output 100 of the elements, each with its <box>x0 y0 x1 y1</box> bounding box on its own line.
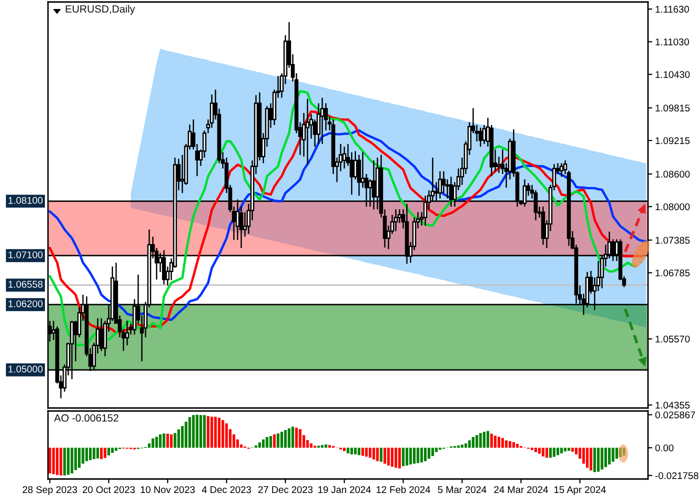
bar <box>406 448 408 466</box>
bar <box>538 448 541 454</box>
bar <box>361 448 364 456</box>
candlestick <box>394 208 398 232</box>
bar <box>571 448 574 452</box>
bar <box>482 432 486 448</box>
x-tick-label: 12 Feb 2024 <box>376 486 430 494</box>
bar <box>534 448 538 452</box>
bar <box>568 448 570 451</box>
x-tick-label: 24 Mar 2024 <box>494 486 548 494</box>
bar <box>476 435 478 448</box>
candlestick <box>541 206 546 246</box>
bar <box>368 448 372 458</box>
bar <box>104 448 106 458</box>
bar <box>398 448 401 468</box>
bar <box>542 448 544 456</box>
y-tick-label: 1.10430 <box>656 71 690 78</box>
y-tick-label: 0.00 <box>655 444 674 452</box>
bar <box>210 416 214 448</box>
bar <box>556 448 560 456</box>
bar <box>66 448 70 475</box>
bar <box>199 415 202 448</box>
bar <box>346 448 350 454</box>
bar <box>372 448 376 460</box>
bar <box>342 448 346 452</box>
x-tick-label: 10 Nov 2023 <box>140 486 195 494</box>
y-tick-label: 1.11630 <box>656 6 689 13</box>
bar <box>107 448 110 456</box>
bar <box>89 448 92 460</box>
bar <box>457 445 460 448</box>
bar <box>203 415 206 448</box>
bar <box>196 414 198 448</box>
bar <box>424 448 427 462</box>
y-tick-label: 1.09215 <box>656 137 690 144</box>
bar <box>78 448 81 468</box>
bar <box>412 448 416 464</box>
candlestick <box>342 146 346 170</box>
bar <box>354 448 357 454</box>
bar <box>152 438 154 448</box>
bar <box>490 434 493 448</box>
bar <box>608 448 611 464</box>
y-tick-label: -0.021758 <box>655 472 698 480</box>
y-tick-label: 1.11030 <box>656 38 689 46</box>
bar <box>472 437 474 448</box>
bar <box>545 448 548 458</box>
x-tick-label: 19 Jan 2024 <box>318 486 371 494</box>
bar <box>590 448 592 470</box>
candlestick <box>357 154 361 196</box>
bar <box>192 415 195 448</box>
x-tick-label: 4 Dec 2023 <box>202 486 251 494</box>
y-tick-label: 1.08000 <box>656 203 690 210</box>
y-tick-label: 1.06785 <box>656 269 690 276</box>
bar <box>155 436 158 448</box>
x-tick-label: 5 Mar 2024 <box>438 486 486 494</box>
bar <box>276 433 280 448</box>
bar <box>409 448 412 464</box>
bar <box>70 448 74 474</box>
bar <box>254 445 258 448</box>
ref-line-label: 1.06200 <box>8 300 43 308</box>
bar <box>158 434 162 448</box>
bar <box>564 448 567 452</box>
bar <box>593 448 596 472</box>
bar <box>380 448 382 462</box>
bar <box>218 418 220 448</box>
bar <box>269 436 272 448</box>
bar <box>295 428 298 448</box>
bar <box>390 448 394 467</box>
candlestick <box>320 97 324 145</box>
ref-line-label: 1.06558 <box>8 280 43 288</box>
bar <box>174 433 176 448</box>
bar <box>582 448 585 464</box>
bar <box>596 448 600 472</box>
bar <box>166 434 169 448</box>
bar <box>266 437 268 448</box>
bar <box>225 423 228 448</box>
x-tick-label: 15 Apr 2024 <box>554 486 606 496</box>
bar <box>486 431 490 448</box>
bar <box>214 416 217 448</box>
bar <box>387 448 390 466</box>
bar <box>560 448 563 454</box>
bar <box>350 448 354 454</box>
bar <box>394 448 398 468</box>
bar <box>468 440 471 448</box>
bar <box>494 436 497 448</box>
bar <box>52 448 55 474</box>
y-tick-label: 1.07385 <box>656 236 690 244</box>
bar <box>63 448 66 476</box>
bar <box>206 416 210 448</box>
bar <box>273 434 276 448</box>
bar <box>96 448 100 458</box>
bar <box>288 428 290 448</box>
chart-title: EURUSD,Daily <box>66 5 136 15</box>
bar <box>85 448 88 462</box>
x-tick-label: 20 Oct 2023 <box>82 486 135 494</box>
bar <box>111 448 114 453</box>
bar <box>170 434 173 448</box>
bar <box>501 438 504 448</box>
y-tick-label: 1.05570 <box>656 336 690 342</box>
y-tick-label: 1.08600 <box>656 170 690 178</box>
ref-line-label: 1.08100 <box>8 196 43 204</box>
